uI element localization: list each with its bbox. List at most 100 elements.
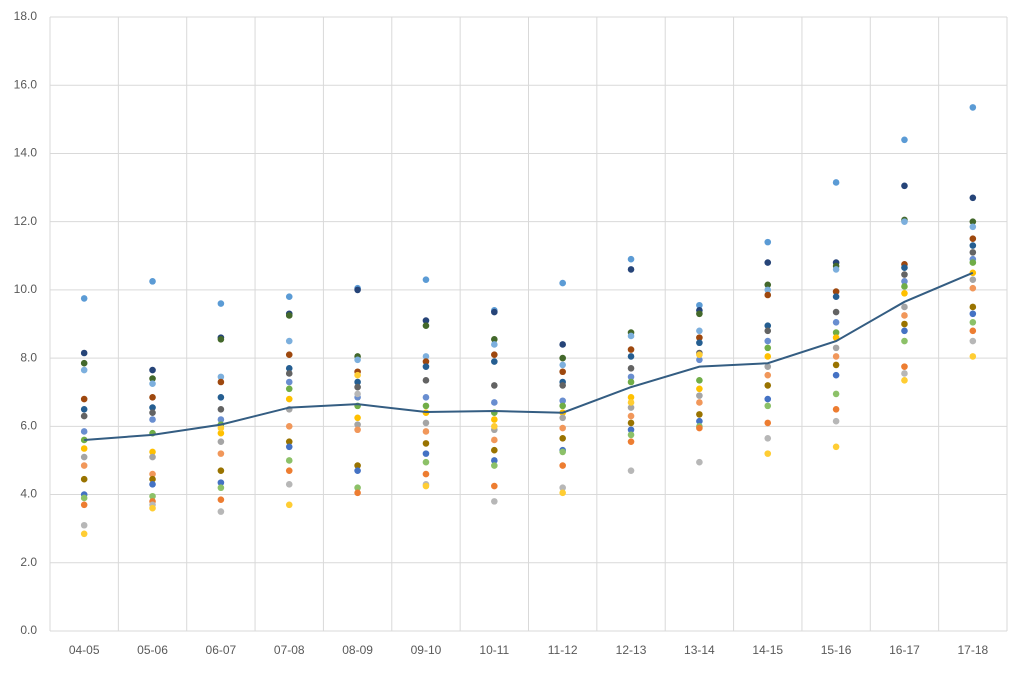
dot xyxy=(422,482,430,490)
dot xyxy=(627,378,635,386)
dot xyxy=(764,291,772,299)
dot xyxy=(285,378,293,386)
dot xyxy=(149,278,156,285)
dot xyxy=(354,286,361,294)
dot xyxy=(491,482,498,490)
dot xyxy=(217,467,225,474)
dot xyxy=(422,276,430,283)
dot xyxy=(491,436,498,444)
dot xyxy=(217,508,225,515)
x-tick-label: 14-15 xyxy=(752,643,783,657)
dot xyxy=(422,458,430,466)
dot xyxy=(285,481,293,488)
y-tick-label: 6.0 xyxy=(20,419,37,433)
dot xyxy=(285,365,293,372)
dot xyxy=(559,489,566,497)
dot xyxy=(559,341,566,348)
dot xyxy=(832,266,840,273)
dot xyxy=(491,446,498,454)
dot xyxy=(832,344,840,352)
dot xyxy=(627,467,635,474)
dot xyxy=(422,440,430,447)
dot xyxy=(149,404,156,411)
dot xyxy=(764,259,772,266)
dot xyxy=(559,354,566,362)
dot xyxy=(696,399,703,406)
dot xyxy=(217,373,225,381)
dot xyxy=(217,438,225,445)
x-tick-label: 05-06 xyxy=(137,643,168,657)
dot xyxy=(627,426,635,434)
dot xyxy=(80,453,88,461)
dot xyxy=(285,351,293,359)
dot xyxy=(491,382,498,389)
dot xyxy=(627,266,635,273)
dot xyxy=(969,104,977,111)
dot xyxy=(832,179,840,186)
dot xyxy=(627,438,635,445)
dot xyxy=(354,371,361,379)
dot xyxy=(901,376,908,384)
dot xyxy=(627,394,635,401)
dot xyxy=(491,358,498,365)
dot xyxy=(696,351,703,359)
dot xyxy=(696,339,703,347)
dot xyxy=(696,327,703,335)
dot xyxy=(285,395,293,403)
dot xyxy=(149,504,156,512)
dot xyxy=(764,286,772,294)
dot xyxy=(285,438,293,445)
dot xyxy=(80,462,88,469)
x-tick-label: 17-18 xyxy=(957,643,988,657)
dot xyxy=(969,310,977,318)
dot xyxy=(696,376,703,384)
dot xyxy=(491,423,498,430)
dot xyxy=(422,353,430,360)
dot xyxy=(285,312,293,319)
dot xyxy=(491,341,498,348)
dot xyxy=(764,419,772,427)
x-tick-label: 12-13 xyxy=(616,643,647,657)
dot xyxy=(764,327,772,335)
dot xyxy=(491,457,498,464)
dot xyxy=(285,293,293,301)
x-tick-label: 09-10 xyxy=(411,643,442,657)
dot xyxy=(80,428,88,435)
dot xyxy=(832,288,840,295)
dot xyxy=(559,402,566,410)
x-tick-label: 10-11 xyxy=(479,643,509,657)
dot xyxy=(969,353,977,360)
dot xyxy=(627,412,635,420)
dot xyxy=(627,373,635,381)
dot xyxy=(627,404,635,411)
dot xyxy=(696,458,703,466)
dot xyxy=(969,284,977,292)
dot xyxy=(80,530,88,538)
dot xyxy=(149,416,156,423)
dot xyxy=(149,366,156,374)
x-tick-label: 13-14 xyxy=(684,643,715,657)
dot xyxy=(149,475,156,483)
dot xyxy=(149,492,156,500)
dot xyxy=(901,320,908,328)
dot xyxy=(901,218,908,225)
dot xyxy=(422,363,430,370)
dot xyxy=(969,276,977,283)
dot xyxy=(832,308,840,316)
dot xyxy=(764,450,772,457)
dot xyxy=(149,470,156,478)
dot xyxy=(764,344,772,352)
dot xyxy=(696,392,703,399)
dot xyxy=(559,279,566,287)
dot xyxy=(217,394,225,401)
dot xyxy=(491,416,498,423)
dot xyxy=(969,223,977,231)
dot xyxy=(969,327,977,335)
dot xyxy=(80,501,88,509)
dot xyxy=(832,371,840,379)
dot xyxy=(422,376,430,384)
dot xyxy=(80,405,88,413)
y-tick-label: 14.0 xyxy=(14,146,38,160)
dot xyxy=(559,414,566,422)
